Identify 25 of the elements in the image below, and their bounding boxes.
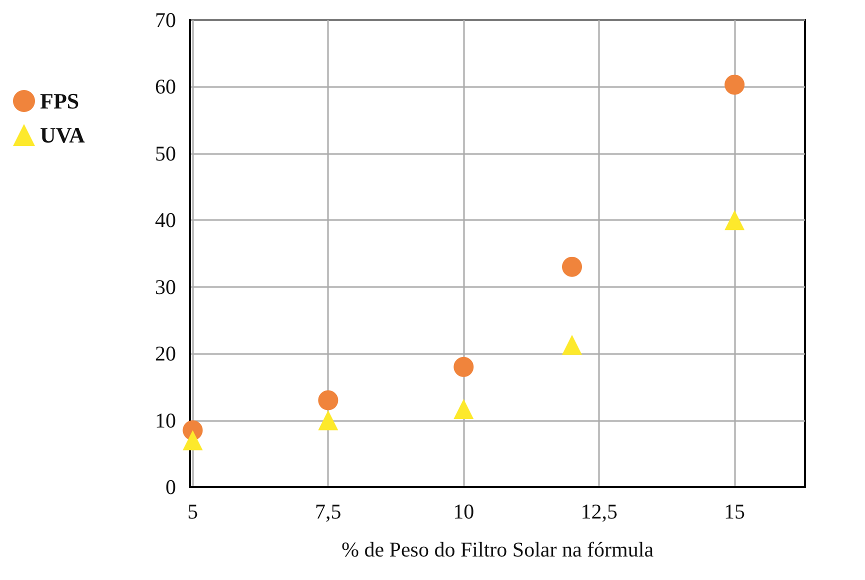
legend-label: FPS xyxy=(40,88,80,114)
point xyxy=(454,356,474,377)
point xyxy=(562,334,582,355)
y-tick-label: 10 xyxy=(155,408,176,432)
point xyxy=(724,210,745,230)
point xyxy=(182,430,203,450)
x-axis-title: % de Peso do Filtro Solar na fórmula xyxy=(341,538,654,562)
x-tick-label: 7,5 xyxy=(315,500,342,524)
point xyxy=(318,410,338,430)
y-tick-label: 20 xyxy=(155,342,176,366)
x-tick-label: 10 xyxy=(453,500,474,524)
point xyxy=(318,390,338,410)
point xyxy=(562,256,582,277)
point xyxy=(454,398,474,419)
y-tick-label: 50 xyxy=(155,141,176,166)
y-tick-label: 60 xyxy=(155,74,176,99)
y-tick-label: 30 xyxy=(155,274,176,299)
x-tick-label: 15 xyxy=(724,500,746,524)
legend-label: UVA xyxy=(40,122,85,148)
point xyxy=(724,74,745,95)
x-tick-label: 5 xyxy=(187,500,198,524)
x-tick-label: 12,5 xyxy=(580,500,618,524)
y-tick-label: 70 xyxy=(155,8,176,32)
y-tick-label: 0 xyxy=(166,475,176,499)
y-tick-label: 40 xyxy=(155,208,176,232)
